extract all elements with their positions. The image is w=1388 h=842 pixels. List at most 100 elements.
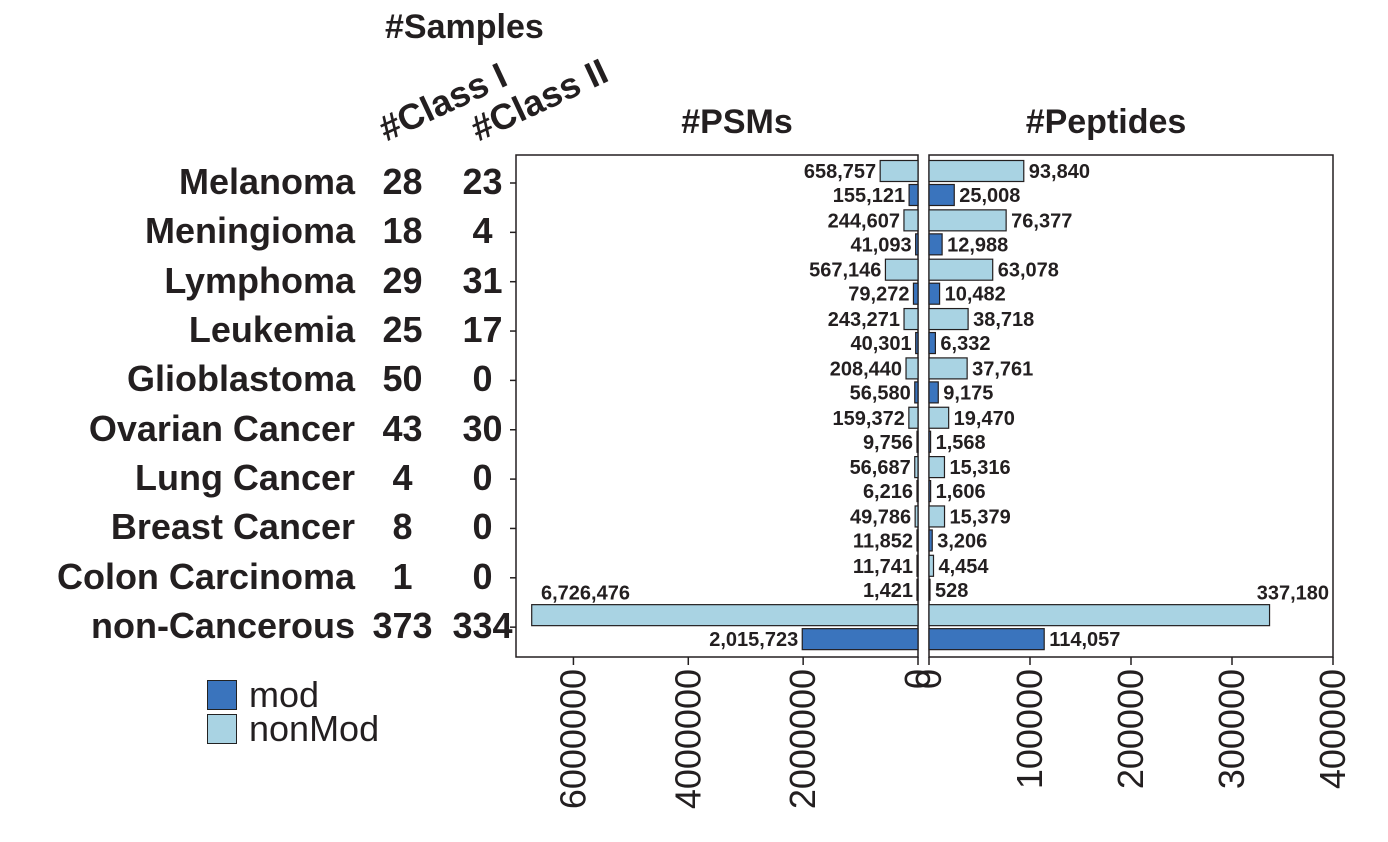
peptides-x-tick-label-300000: 300000 [1211,669,1252,789]
psms-label-mod-non-cancerous: 2,015,723 [709,629,798,651]
psms-bar-nonmod-ovarian-cancer [908,406,919,429]
peptides-label-nonmod-lung-cancer: 15,316 [949,457,1010,479]
psms-label-nonmod-meningioma: 244,607 [828,210,900,232]
category-label-colon-carcinoma: Colon Carcinoma [56,555,355,597]
peptides-label-mod-lung-cancer: 1,606 [936,481,986,503]
psms-label-mod-breast-cancer: 11,852 [853,530,913,552]
psms-title: #PSMs [681,103,793,141]
class2-count-breast-cancer: 0 [472,506,493,548]
peptides-label-nonmod-colon-carcinoma: 4,454 [938,556,989,578]
peptides-bar-mod-meningioma [928,233,943,256]
legend-label-nonmod: nonMod [249,708,380,749]
psms-x-tick-label-6000000: 6000000 [552,669,593,809]
psms-bar-nonmod-lung-cancer [914,456,919,479]
peptides-bar-mod-lymphoma [928,282,941,305]
peptides-bar-mod-leukemia [928,331,936,355]
psms-panel-frame [515,154,919,658]
legend-swatch-mod [207,680,237,710]
class2-count-ovarian-cancer: 30 [462,407,503,449]
peptides-label-nonmod-lymphoma: 63,078 [998,260,1059,282]
class2-count-non-cancerous: 334 [452,605,513,647]
psms-bar-nonmod-meningioma [903,209,919,232]
psms-x-tick-label-2000000: 2000000 [782,669,823,809]
psms-bar-nonmod-lymphoma [884,258,919,281]
peptides-label-mod-lymphoma: 10,482 [945,284,1006,306]
peptides-bar-nonmod-leukemia [928,307,969,331]
class2-count-colon-carcinoma: 0 [472,555,493,597]
class1-count-meningioma: 18 [382,210,423,252]
class1-count-non-cancerous: 373 [372,605,433,647]
peptides-label-mod-non-cancerous: 114,057 [1049,629,1120,651]
class2-count-lung-cancer: 0 [472,457,493,499]
peptides-bar-nonmod-ovarian-cancer [928,406,950,429]
psms-label-mod-melanoma: 155,121 [833,185,905,207]
class1-count-ovarian-cancer: 43 [382,407,423,449]
psms-bar-mod-ovarian-cancer [916,430,919,453]
class2-count-glioblastoma: 0 [472,358,493,400]
peptides-label-nonmod-meningioma: 76,377 [1011,210,1072,232]
peptides-bar-nonmod-melanoma [928,159,1025,183]
samples-header: #Samples [385,8,544,46]
peptides-label-mod-ovarian-cancer: 1,568 [936,432,986,454]
psms-bar-mod-non-cancerous [801,628,919,651]
peptides-bar-nonmod-glioblastoma [928,357,968,380]
class2-count-lymphoma: 31 [462,259,503,301]
peptides-label-nonmod-leukemia: 38,718 [973,309,1034,331]
peptides-x-tick-label-200000: 200000 [1110,669,1151,789]
class2-count-meningioma: 4 [472,210,493,252]
peptides-bar-nonmod-colon-carcinoma [928,554,935,577]
peptides-bar-mod-non-cancerous [928,628,1045,651]
psms-bar-nonmod-leukemia [903,307,919,331]
peptides-label-nonmod-ovarian-cancer: 19,470 [954,408,1015,430]
peptides-bar-nonmod-non-cancerous [928,604,1271,627]
peptides-bar-mod-lung-cancer [928,480,932,503]
psms-label-mod-lymphoma: 79,272 [848,284,909,306]
category-label-breast-cancer: Breast Cancer [110,506,355,548]
peptides-title: #Peptides [1026,103,1187,141]
peptides-bar-nonmod-meningioma [928,209,1007,232]
peptides-label-nonmod-glioblastoma: 37,761 [972,358,1033,380]
psms-label-nonmod-leukemia: 243,271 [828,309,900,331]
peptides-bar-nonmod-breast-cancer [928,505,946,528]
class2-count-melanoma: 23 [462,161,503,202]
peptides-x-tick-label-100000: 100000 [1009,669,1050,789]
category-label-non-cancerous: non-Cancerous [90,605,355,647]
psms-label-nonmod-ovarian-cancer: 159,372 [833,408,905,430]
peptides-bar-mod-breast-cancer [928,529,933,552]
psms-bar-nonmod-non-cancerous [531,604,919,627]
peptides-label-mod-glioblastoma: 9,175 [943,382,993,404]
psms-label-mod-leukemia: 40,301 [851,333,912,355]
category-label-melanoma: Melanoma [178,161,355,202]
psms-bar-nonmod-melanoma [879,159,919,183]
psms-label-nonmod-glioblastoma: 208,440 [830,358,902,380]
peptides-label-mod-colon-carcinoma: 528 [935,580,968,602]
class1-count-colon-carcinoma: 1 [392,555,413,597]
legend-item-mod: mod [207,674,319,715]
peptides-bar-mod-glioblastoma [928,381,939,404]
psms-label-nonmod-non-cancerous: 6,726,476 [541,583,630,605]
psms-label-nonmod-lung-cancer: 56,687 [850,457,911,479]
psms-bar-nonmod-colon-carcinoma [916,554,919,577]
peptides-label-mod-melanoma: 25,008 [959,185,1020,207]
peptides-label-mod-meningioma: 12,988 [947,234,1008,256]
peptides-bar-mod-ovarian-cancer [928,430,932,453]
psms-bar-nonmod-glioblastoma [905,357,919,380]
class1-count-glioblastoma: 50 [382,358,423,400]
category-label-lymphoma: Lymphoma [164,259,355,301]
category-label-meningioma: Meningioma [144,210,355,252]
peptides-bar-mod-melanoma [928,183,955,207]
class1-count-lung-cancer: 4 [392,457,413,499]
peptides-x-tick-label-0: 0 [908,669,949,689]
category-label-ovarian-cancer: Ovarian Cancer [88,407,355,449]
peptides-label-mod-breast-cancer: 3,206 [937,530,987,552]
peptides-label-nonmod-melanoma: 93,840 [1029,161,1090,183]
peptides-bar-mod-colon-carcinoma [928,578,931,601]
legend-label-mod: mod [249,674,320,715]
legend-swatch-nonmod [207,714,237,744]
psms-bar-mod-colon-carcinoma [916,578,919,601]
class1-count-breast-cancer: 8 [392,506,413,548]
psms-x-tick-label-4000000: 4000000 [667,669,708,809]
category-label-glioblastoma: Glioblastoma [126,358,355,400]
peptides-bar-nonmod-lung-cancer [928,456,946,479]
